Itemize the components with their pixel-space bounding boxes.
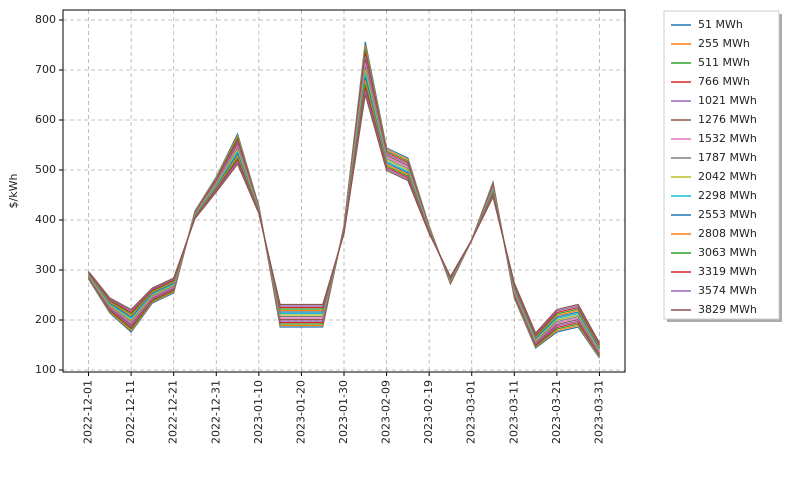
legend-label: 2553 MWh [698,208,757,221]
y-axis-label: $/kWh [7,174,20,209]
grid: 100 200 300 400 500 600 700 800 2022-12-01 2022-1… [35,10,625,444]
x-tick-label: 2022-12-01 [82,380,95,444]
legend-label: 766 MWh [698,75,750,88]
x-tick-label: 2022-12-11 [124,380,137,444]
x-tick-label: 2023-03-21 [550,380,563,444]
legend-label: 2808 MWh [698,227,757,240]
x-tick-label: 2023-03-01 [465,380,478,444]
x-tick-label: 2022-12-31 [209,380,222,444]
plot-frame [62,9,626,373]
x-tick-label: 2023-02-09 [380,380,393,444]
legend-label: 1787 MWh [698,151,757,164]
legend-label: 2042 MWh [698,170,757,183]
x-tick-label: 2022-12-21 [167,380,180,444]
x-tick-label: 2023-02-19 [422,380,435,444]
legend-label: 2298 MWh [698,189,757,202]
y-tick-label: 700 [35,63,56,76]
legend-label: 511 MWh [698,56,750,69]
series-line [88,94,600,344]
y-tick-label: 200 [35,313,56,326]
y-tick-label: 400 [35,213,56,226]
x-tick-label: 2023-01-20 [294,380,307,444]
legend-label: 3319 MWh [698,265,757,278]
y-tick-label: 800 [35,13,56,26]
y-tick-label: 600 [35,113,56,126]
legend-label: 255 MWh [698,37,750,50]
legend-label: 3829 MWh [698,303,757,316]
legend-entries: 51 MWh 255 MWh 511 MWh 766 MWh 1021 MWh 1276 … [671,18,757,316]
x-tick-label: 2023-01-30 [337,380,350,444]
y-tick-label: 100 [35,363,56,376]
lines [88,41,600,359]
legend-label: 51 MWh [698,18,743,31]
x-tick-label: 2023-01-10 [252,380,265,444]
x-tick-label: 2023-03-11 [507,380,520,444]
legend-label: 3063 MWh [698,246,757,259]
legend-label: 1532 MWh [698,132,757,145]
legend-label: 3574 MWh [698,284,757,297]
x-tick-label: 2023-03-31 [592,380,605,444]
legend-label: 1021 MWh [698,94,757,107]
legend-label: 1276 MWh [698,113,757,126]
y-tick-label: 300 [35,263,56,276]
y-tick-label: 500 [35,163,56,176]
